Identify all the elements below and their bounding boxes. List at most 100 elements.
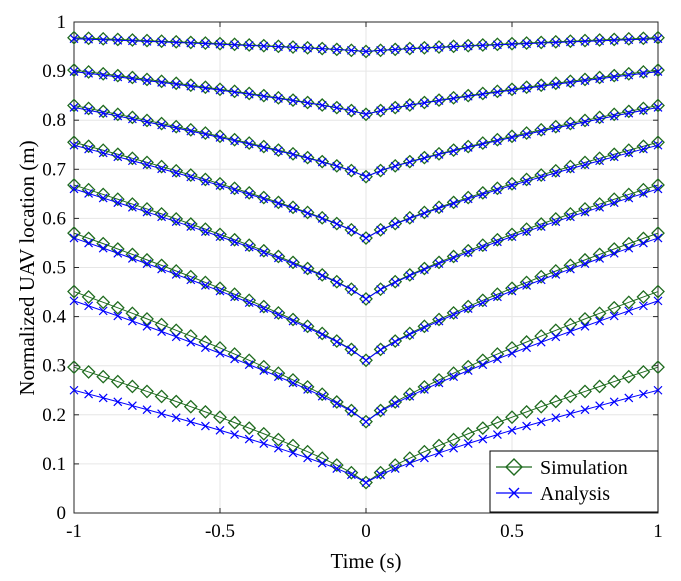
simulation-point: [67, 284, 81, 299]
analysis-point: [653, 67, 663, 77]
simulation-point: [534, 269, 549, 284]
analysis-point: [449, 310, 459, 320]
simulation-point: [505, 227, 519, 242]
analysis-point: [580, 160, 590, 170]
simulation-point: [621, 31, 636, 46]
analysis-point: [580, 207, 590, 217]
analysis-point: [230, 292, 240, 302]
analysis-point: [244, 298, 254, 308]
simulation-point: [402, 326, 417, 341]
simulation-point: [227, 37, 242, 52]
simulation-point: [242, 136, 257, 151]
simulation-point: [373, 103, 388, 118]
simulation-point: [81, 139, 96, 154]
simulation-point: [388, 158, 403, 173]
simulation-point: [563, 258, 578, 273]
simulation-point: [271, 39, 286, 54]
simulation-point: [315, 326, 330, 341]
analysis-point: [171, 123, 181, 133]
analysis-point: [565, 409, 575, 419]
simulation-curve-6: [67, 226, 665, 368]
analysis-point: [638, 68, 648, 78]
analysis-point: [609, 111, 619, 121]
analysis-point: [113, 72, 123, 82]
legend-simulation-marker: [505, 458, 523, 476]
simulation-point: [607, 147, 622, 162]
analysis-point: [200, 343, 210, 353]
analysis-point: [507, 39, 517, 49]
simulation-point: [475, 86, 490, 101]
analysis-point: [317, 214, 327, 223]
analysis-point: [361, 233, 371, 243]
simulation-point: [329, 334, 344, 348]
analysis-point: [405, 157, 415, 167]
analysis-point: [288, 203, 298, 213]
simulation-point: [578, 311, 592, 326]
y-tick-label: 1: [57, 12, 67, 33]
analysis-point: [361, 47, 371, 56]
analysis-point: [419, 153, 429, 163]
analysis-point: [551, 269, 561, 279]
simulation-point: [110, 242, 125, 256]
simulation-point: [505, 410, 519, 425]
simulation-point: [81, 182, 96, 197]
analysis-point: [200, 129, 210, 139]
simulation-point: [183, 217, 198, 231]
simulation-point: [154, 34, 169, 49]
simulation-point: [592, 306, 607, 321]
analysis-point: [551, 168, 561, 178]
analysis-point: [230, 40, 240, 50]
analysis-point: [259, 439, 269, 448]
analysis-point: [244, 189, 254, 199]
simulation-point: [446, 195, 461, 210]
analysis-point: [288, 96, 298, 106]
analysis-point: [463, 194, 473, 204]
simulation-point: [359, 44, 373, 59]
simulation-point: [169, 264, 184, 278]
simulation-point: [300, 379, 315, 394]
analysis-point: [230, 237, 240, 247]
x-tick-label: 0: [361, 521, 371, 542]
analysis-point: [244, 242, 254, 252]
analysis-point: [230, 87, 240, 97]
analysis-point: [215, 133, 225, 142]
simulation-point: [490, 347, 505, 361]
analysis-point: [492, 292, 502, 302]
simulation-point: [651, 178, 665, 192]
simulation-point: [636, 182, 651, 197]
simulation-point: [271, 366, 286, 381]
simulation-point: [402, 41, 417, 56]
analysis-point: [346, 470, 356, 480]
tick-labels: -1 -0.5 0 0.5 1 0 0.1 0.2 0.3 0.4 0.5 0.6 0.7 0.8 0.9 1: [42, 12, 663, 542]
simulation-point: [198, 36, 213, 50]
analysis-point: [142, 321, 152, 331]
simulation-point: [417, 261, 432, 276]
simulation-point: [329, 274, 344, 289]
simulation-point: [154, 317, 169, 332]
analysis-point: [376, 470, 386, 480]
analysis-point: [478, 298, 488, 308]
simulation-point: [519, 275, 534, 290]
simulation-point: [621, 369, 636, 384]
simulation-point: [300, 150, 315, 165]
x-tick-label: -1: [66, 521, 82, 542]
simulation-point: [490, 232, 505, 247]
analysis-point: [200, 176, 210, 186]
simulation-point: [96, 187, 111, 202]
analysis-point: [69, 233, 79, 243]
analysis-point: [127, 74, 137, 84]
y-tick-label: 0.2: [42, 405, 66, 426]
simulation-point: [651, 284, 665, 299]
analysis-point: [434, 378, 444, 388]
legend: Simulation Analysis: [489, 450, 659, 513]
analysis-point: [507, 181, 517, 190]
analysis-point: [273, 443, 283, 453]
simulation-point: [286, 40, 300, 54]
analysis-point: [200, 280, 210, 290]
simulation-point: [475, 38, 490, 52]
analysis-point: [127, 114, 137, 124]
analysis-point: [653, 103, 663, 112]
simulation-point: [140, 311, 154, 326]
simulation-point: [227, 232, 242, 247]
analysis-point: [332, 337, 342, 347]
